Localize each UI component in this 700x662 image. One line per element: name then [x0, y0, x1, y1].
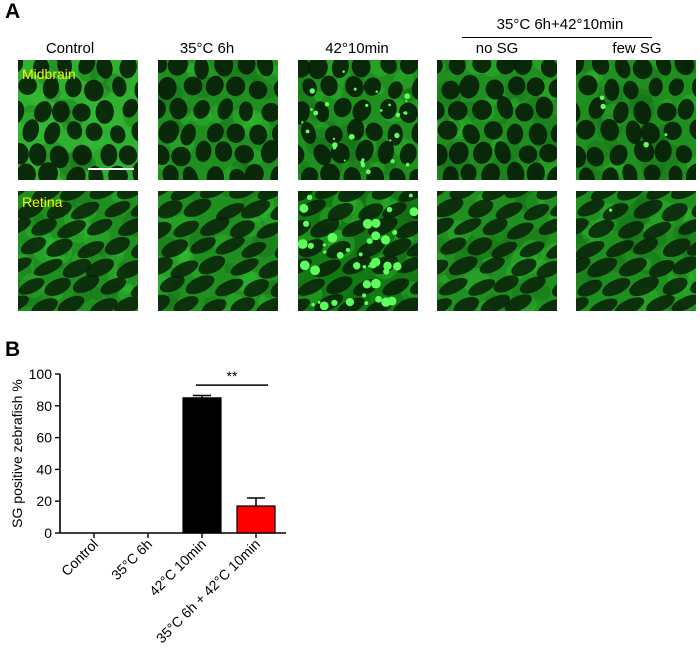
scale-bar	[88, 168, 134, 170]
panel-b-letter: B	[5, 338, 21, 361]
bar-3	[236, 505, 276, 534]
micrograph-midbrain-35c-6h	[158, 60, 278, 180]
x-tick-label-0: Control	[58, 536, 101, 579]
x-tick-label-3: 35°C 6h + 42°C 10min	[153, 536, 263, 646]
micrograph-midbrain-few-sg	[576, 60, 696, 180]
y-tick-label: 40	[36, 461, 52, 477]
panel-a-letter: A	[5, 0, 21, 23]
micrograph-midbrain-control	[18, 60, 138, 180]
y-tick-label: 20	[36, 493, 52, 509]
combined-treatment-label: 35°C 6h+42°10min	[496, 16, 624, 33]
micrograph-retina-42c-10min	[298, 191, 418, 311]
micrograph-retina-control	[18, 191, 138, 311]
micrograph-retina-few-sg	[576, 191, 696, 311]
column-label-no-sg: no SG	[475, 40, 519, 57]
row-label-retina: Retina	[22, 194, 63, 210]
y-tick-label: 60	[36, 430, 52, 446]
column-label-few-sg: few SG	[612, 40, 662, 57]
micrograph-midbrain-no-sg	[437, 60, 557, 180]
y-axis-label: SG positive zebrafish %	[9, 379, 25, 528]
y-tick-label: 0	[44, 525, 52, 541]
combined-treatment-line	[462, 37, 652, 38]
column-label-35c-6h: 35°C 6h	[179, 40, 235, 57]
significance-label: **	[227, 368, 238, 384]
micrograph-midbrain-42c-10min	[298, 60, 418, 180]
column-label-control: Control	[45, 40, 95, 57]
y-tick-label: 80	[36, 398, 52, 414]
micrograph-retina-35c-6h	[158, 191, 278, 311]
x-tick-label-1: 35°C 6h	[108, 536, 155, 583]
micrograph-retina-no-sg	[437, 191, 557, 311]
column-label-42c-10min: 42°10min	[325, 40, 389, 57]
bar-2	[182, 397, 222, 534]
y-tick-label: 100	[29, 366, 53, 382]
row-label-midbrain: Midbrain	[22, 66, 76, 82]
